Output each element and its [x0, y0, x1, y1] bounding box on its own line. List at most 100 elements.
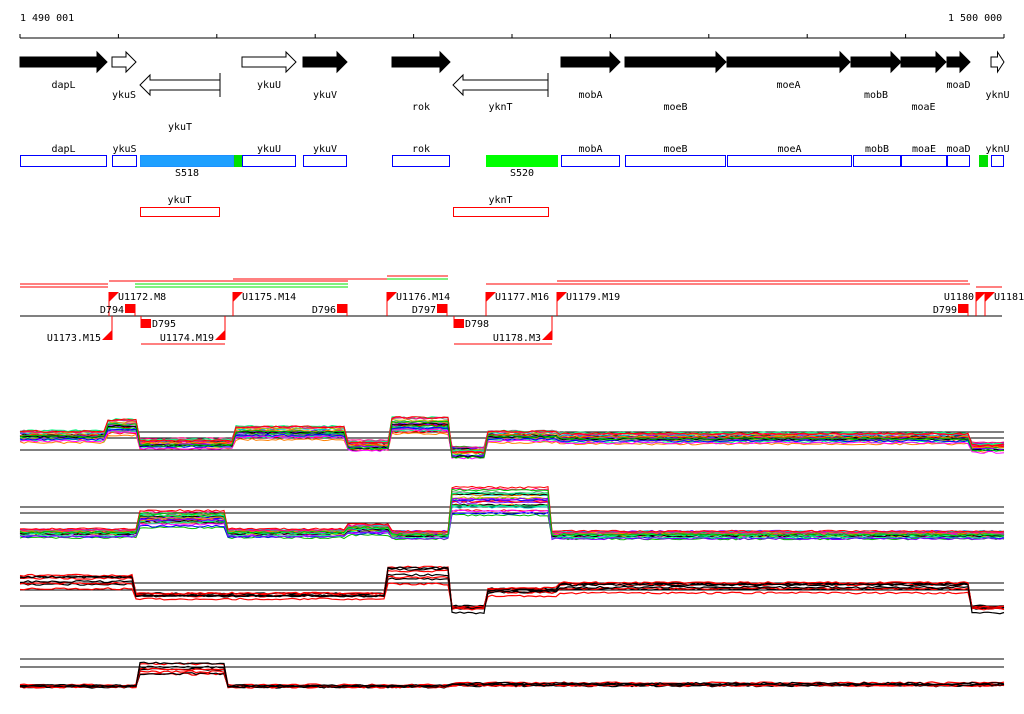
feature-box-ykuS[interactable]: [112, 155, 137, 167]
terminator-up[interactable]: [437, 304, 447, 313]
breakpoint-up-label: U1176.M14: [396, 292, 450, 303]
breakpoint-up-flag[interactable]: [233, 292, 243, 302]
antisense-box-ykuT[interactable]: [140, 207, 220, 217]
feature-label: moeA: [777, 144, 801, 155]
breakpoint-up-label: U1181: [994, 292, 1024, 303]
gene-label[interactable]: moeA: [776, 80, 800, 91]
feature-box-mobB[interactable]: [853, 155, 901, 167]
breakpoint-up-flag[interactable]: [387, 292, 397, 302]
feature-label: S520: [510, 168, 534, 179]
expression-profile: [19, 488, 1005, 537]
feature-box-ykuU[interactable]: [242, 155, 296, 167]
gene-label[interactable]: ykuT: [168, 122, 192, 133]
gene-arrow-moeB[interactable]: [624, 50, 727, 74]
gene-arrow-moaE[interactable]: [900, 50, 947, 74]
expression-profile: [19, 485, 1005, 533]
gene-arrow-mobA[interactable]: [560, 50, 621, 74]
feature-box-yknU[interactable]: [991, 155, 1004, 167]
terminator-up[interactable]: [337, 304, 347, 313]
breakpoint-up-flag[interactable]: [976, 292, 986, 302]
feature-label: moaE: [912, 144, 936, 155]
terminator-up[interactable]: [958, 304, 968, 313]
feature-box-moeA[interactable]: [727, 155, 852, 167]
terminator-down[interactable]: [141, 319, 151, 328]
breakpoint-up-flag[interactable]: [486, 292, 496, 302]
antisense-box-yknT[interactable]: [453, 207, 549, 217]
feature-label: yknU: [985, 144, 1009, 155]
feature-box-moaD[interactable]: [947, 155, 970, 167]
gene-label[interactable]: yknU: [985, 90, 1009, 101]
feature-label: S518: [175, 168, 199, 179]
gene-label[interactable]: moaE: [911, 102, 935, 113]
gene-label[interactable]: moeB: [663, 102, 687, 113]
feature-label: moeB: [663, 144, 687, 155]
feature-box-S518[interactable]: [140, 155, 234, 167]
feature-box-rok[interactable]: [392, 155, 450, 167]
expression-profile: [19, 428, 1005, 460]
gene-arrow-moaD[interactable]: [946, 50, 971, 74]
breakpoint-down-flag[interactable]: [102, 330, 112, 340]
feature-label: dapL: [51, 144, 75, 155]
feature-label: mobA: [578, 144, 602, 155]
gene-label[interactable]: moaD: [946, 80, 970, 91]
expression-profile: [19, 661, 1005, 688]
expression-profile: [19, 487, 1005, 534]
gene-arrow-ykuT[interactable]: [139, 73, 221, 97]
gene-label[interactable]: ykuU: [257, 80, 281, 91]
gene-arrow-moeA[interactable]: [726, 50, 851, 74]
expression-profile: [19, 416, 1005, 454]
breakpoint-down-flag[interactable]: [542, 330, 552, 340]
breakpoint-up-label: U1179.M19: [566, 292, 620, 303]
breakpoint-down-label: U1173.M15: [47, 333, 101, 344]
feature-box[interactable]: [979, 155, 988, 167]
feature-box-dapL[interactable]: [20, 155, 107, 167]
breakpoint-up-label: U1177.M16: [495, 292, 549, 303]
gene-label[interactable]: ykuV: [313, 90, 337, 101]
gene-arrow-dapL[interactable]: [19, 50, 108, 74]
terminator-down-label: D795: [152, 319, 176, 330]
breakpoint-up-flag[interactable]: [109, 292, 119, 302]
expression-profile: [19, 582, 1005, 610]
breakpoint-up-flag[interactable]: [557, 292, 567, 302]
terminator-down[interactable]: [454, 319, 464, 328]
feature-box-moeB[interactable]: [625, 155, 726, 167]
breakpoint-up-label: U1180: [944, 292, 974, 303]
ruler-end-label: 1 500 000: [948, 13, 1003, 24]
gene-label[interactable]: mobA: [578, 90, 602, 101]
feature-box[interactable]: [234, 155, 242, 167]
terminator-up-label: D799: [933, 305, 957, 316]
expression-profile: [19, 416, 1005, 454]
gene-label[interactable]: yknT: [488, 102, 512, 113]
expression-profile: [19, 566, 1005, 615]
feature-box-moaE[interactable]: [901, 155, 947, 167]
terminator-up[interactable]: [125, 304, 135, 313]
terminator-up-label: D796: [312, 305, 336, 316]
gene-arrow-ykuV[interactable]: [302, 50, 348, 74]
gene-label[interactable]: ykuS: [112, 90, 136, 101]
feature-box-S520[interactable]: [486, 155, 558, 167]
gene-arrow-rok[interactable]: [391, 50, 451, 74]
feature-label: ykuV: [313, 144, 337, 155]
expression-profile: [19, 573, 1005, 610]
gene-arrow-ykuU[interactable]: [241, 50, 297, 74]
breakpoint-up-flag[interactable]: [985, 292, 995, 302]
feature-box-ykuV[interactable]: [303, 155, 347, 167]
gene-arrow-yknU[interactable]: [990, 50, 1005, 74]
expression-profile: [19, 497, 1005, 541]
expression-profile: [19, 422, 1005, 458]
gene-label[interactable]: rok: [412, 102, 430, 113]
gene-arrow-mobB[interactable]: [850, 50, 902, 74]
breakpoint-up-label: U1175.M14: [242, 292, 296, 303]
breakpoint-down-flag[interactable]: [215, 330, 225, 340]
breakpoint-up-label: U1172.M8: [118, 292, 166, 303]
feature-box-mobA[interactable]: [561, 155, 620, 167]
feature-label: rok: [412, 144, 430, 155]
gene-arrow-ykuS[interactable]: [111, 50, 137, 74]
gene-label[interactable]: mobB: [864, 90, 888, 101]
expression-profile: [19, 426, 1005, 458]
feature-label: moaD: [946, 144, 970, 155]
expression-profile: [19, 511, 1005, 540]
gene-arrow-yknT[interactable]: [452, 73, 549, 97]
gene-label[interactable]: dapL: [51, 80, 75, 91]
